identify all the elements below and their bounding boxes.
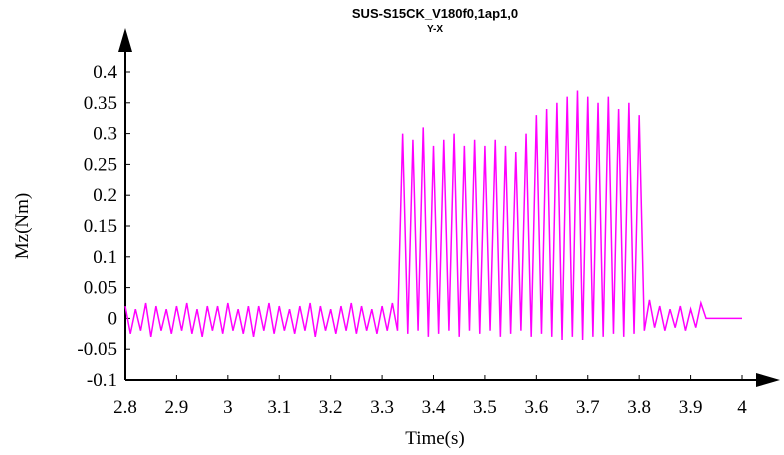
x-tick-label: 3 [223,397,233,418]
y-tick-label: 0.05 [84,278,117,299]
x-tick-label: 2.9 [165,397,189,418]
y-tick-label: 0.15 [84,216,117,237]
x-tick-label: 3.7 [576,397,600,418]
x-tick-label: 2.8 [113,397,137,418]
x-axis-label: Time(s) [405,428,464,449]
x-tick-label: 3.1 [267,397,291,418]
y-tick-label: 0 [108,308,118,329]
y-tick-label: 0.3 [93,124,117,145]
y-axis-arrow [118,28,132,52]
x-tick-label: 3.4 [422,397,446,418]
y-tick-label: 0.25 [84,154,117,175]
x-tick-label: 3.2 [319,397,343,418]
y-tick-label: 0.35 [84,93,117,114]
x-tick-label: 3.9 [679,397,703,418]
chart-subtitle: Y-X [427,24,443,35]
x-tick-label: 3.6 [524,397,548,418]
y-tick-label: -0.1 [87,370,117,391]
y-tick-label: 0.4 [93,62,117,83]
x-tick-label: 3.3 [370,397,394,418]
x-tick-label: 3.5 [473,397,497,418]
signal-line [124,90,742,340]
chart-title: SUS-S15CK_V180f0,1ap1,0 [352,6,518,21]
y-tick-label: 0.2 [93,185,117,206]
y-tick-label: -0.05 [77,339,117,360]
x-axis-arrow [756,373,780,387]
x-tick-label: 4 [737,397,747,418]
y-tick-label: 0.1 [93,247,117,268]
x-tick-label: 3.8 [627,397,651,418]
y-axis-label: Mz(Nm) [12,193,33,259]
